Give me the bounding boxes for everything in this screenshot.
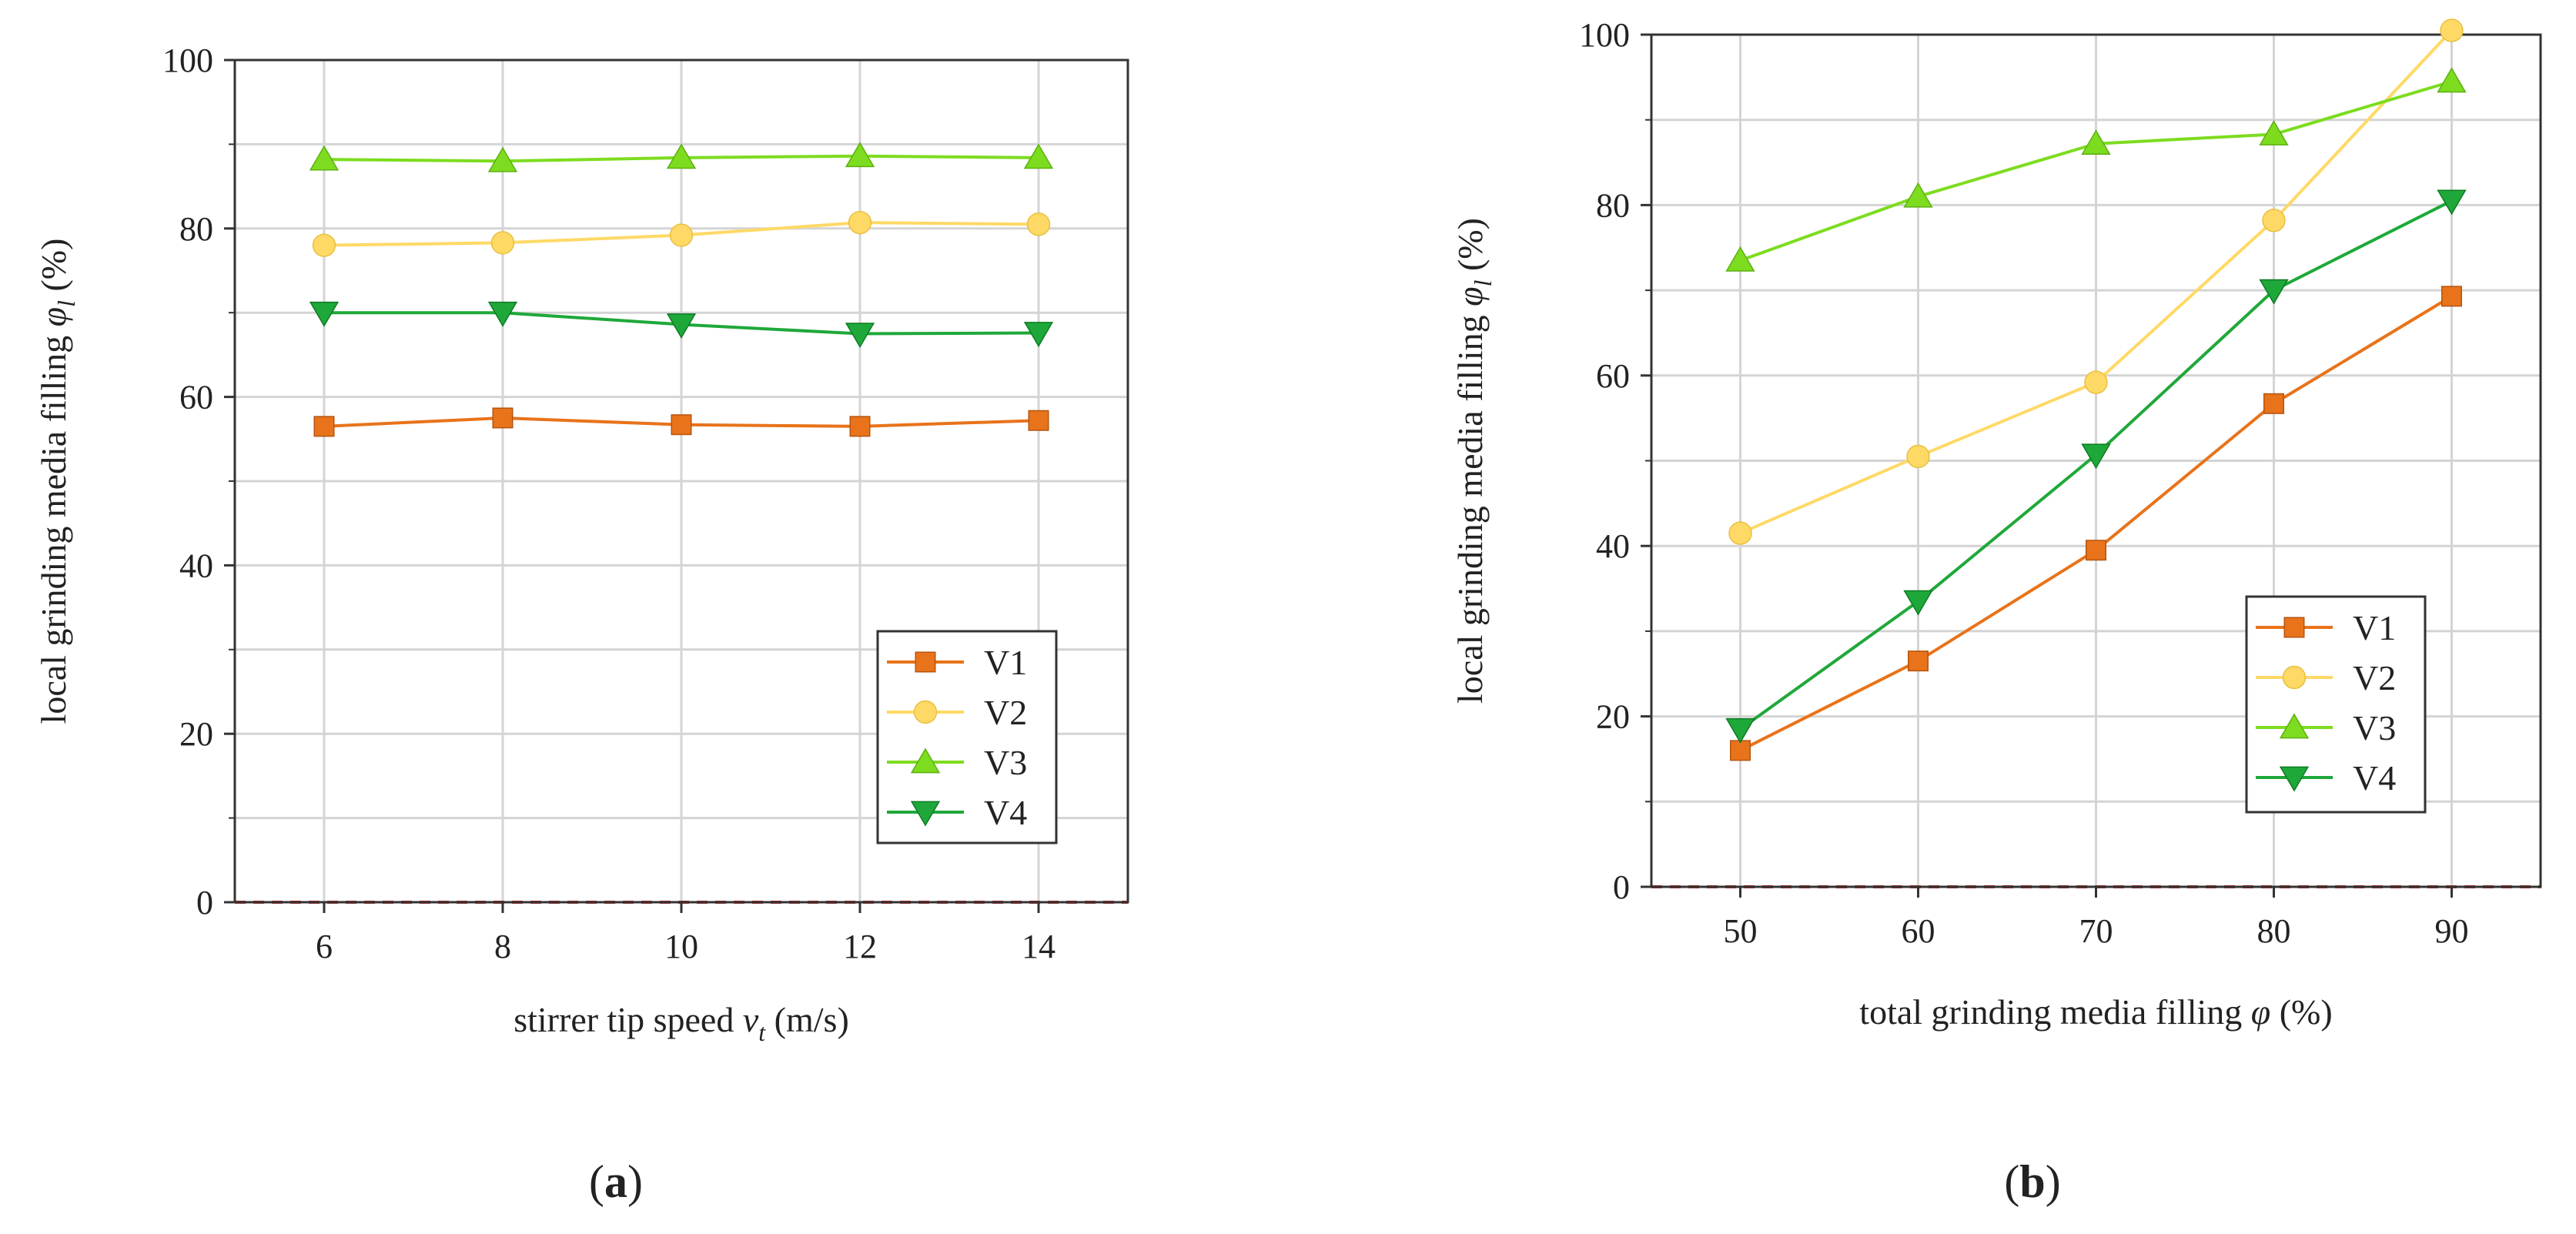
data-point-V1 <box>671 414 692 436</box>
data-point-V4 <box>2437 189 2467 216</box>
series-V4 <box>309 301 1054 349</box>
data-point-V1 <box>492 407 514 429</box>
series-V2 <box>312 210 1051 257</box>
data-point-V3 <box>309 145 340 171</box>
data-point-V2 <box>1728 521 1752 545</box>
data-point-V2 <box>1906 444 1930 469</box>
data-point-V3 <box>487 146 518 172</box>
data-point-V4 <box>1903 590 1933 616</box>
data-point-V2 <box>1026 212 1051 236</box>
y-tick-label: 80 <box>179 210 213 248</box>
data-point-V4 <box>1023 322 1054 347</box>
chart-panel-b: 50 60 70 80 90 0 20 40 60 80 100 V1 V2 V3 V4 total grin… <box>1450 16 2542 1207</box>
x-tick-label: 60 <box>1902 912 1935 950</box>
data-point-V2 <box>669 223 694 247</box>
data-point-V4 <box>2259 279 2289 305</box>
y-tick-label: 60 <box>179 379 213 416</box>
y-tick-label: 0 <box>1613 868 1630 906</box>
data-point-V2 <box>848 210 872 235</box>
legend-label-V2: V2 <box>2353 658 2396 697</box>
x-tick-label: 12 <box>843 928 877 965</box>
series-V2 <box>1728 18 2464 545</box>
legend-label-V3: V3 <box>984 743 1027 782</box>
data-point-V3 <box>1903 182 1933 208</box>
data-point-V2 <box>2084 370 2108 394</box>
data-point-V4 <box>487 301 518 327</box>
x-tick-label: 8 <box>494 928 511 965</box>
data-point-V1 <box>2441 286 2462 307</box>
legend-label-V1: V1 <box>984 643 1027 682</box>
data-point-V2 <box>490 231 515 255</box>
legend-label-V3: V3 <box>2353 708 2396 747</box>
data-point-V1 <box>2263 393 2284 414</box>
data-point-V4 <box>2081 443 2111 470</box>
x-tick-label: 10 <box>664 928 698 965</box>
legend-label-V2: V2 <box>984 693 1027 732</box>
series-V3 <box>1725 67 2467 272</box>
panel-label: (b) <box>2004 1156 2060 1207</box>
data-point-V1 <box>849 416 871 437</box>
data-point-V3 <box>2081 129 2111 156</box>
data-point-V2 <box>2440 18 2464 42</box>
data-point-V4 <box>666 313 697 339</box>
x-tick-label: 6 <box>316 928 333 965</box>
x-tick-label: 70 <box>2079 912 2113 950</box>
data-point-V3 <box>1725 246 1755 272</box>
legend-marker-V3 <box>910 747 941 774</box>
x-tick-label: 14 <box>1022 928 1055 965</box>
legend-marker-V1 <box>2283 617 2305 638</box>
legend: V1 V2 V3 V4 <box>876 630 1058 844</box>
series-V4 <box>1725 189 2467 744</box>
x-tick-label: 90 <box>2435 912 2469 950</box>
data-point-V2 <box>2262 209 2286 232</box>
data-point-V4 <box>309 301 340 327</box>
y-tick-label: 0 <box>196 884 213 921</box>
data-point-V4 <box>1725 717 1755 744</box>
data-point-V3 <box>2259 120 2289 145</box>
data-point-V3 <box>2437 67 2467 93</box>
y-tick-label: 40 <box>1596 527 1630 565</box>
legend-label-V4: V4 <box>2353 758 2396 798</box>
legend-marker-V1 <box>915 651 936 673</box>
series-V3 <box>309 142 1054 172</box>
data-point-V1 <box>1730 740 1751 761</box>
x-tick-label: 50 <box>1724 912 1758 950</box>
y-tick-label: 20 <box>179 715 213 753</box>
legend-marker-V3 <box>2279 713 2310 739</box>
data-point-V2 <box>312 233 336 257</box>
y-tick-label: 60 <box>1596 357 1630 395</box>
legend: V1 V2 V3 V4 <box>2245 595 2427 814</box>
data-point-V1 <box>1028 410 1049 431</box>
y-axis-title: local grinding media filling φl (%) <box>34 239 80 724</box>
panel-label: (a) <box>589 1156 643 1207</box>
series-V1 <box>313 407 1049 437</box>
y-tick-label: 100 <box>1579 16 1630 54</box>
data-point-V1 <box>1908 650 1929 672</box>
y-tick-label: 40 <box>179 547 213 584</box>
y-axis-title: local grinding media filling φl (%) <box>1450 218 1497 704</box>
legend-marker-V4 <box>2279 766 2310 792</box>
y-tick-label: 80 <box>1596 186 1630 224</box>
legend-marker-V2 <box>2282 665 2307 690</box>
x-axis-title: stirrer tip speed vt (m/s) <box>514 1000 849 1046</box>
legend-box <box>876 630 1058 844</box>
data-point-V4 <box>845 323 875 349</box>
x-tick-label: 80 <box>2257 912 2291 950</box>
data-point-V1 <box>313 416 335 437</box>
chart-panel-a: 6 8 10 12 14 0 20 40 60 80 100 V1 V2 V3 V4 stirrer tip … <box>34 42 1129 1207</box>
legend-marker-V4 <box>910 801 941 827</box>
y-tick-label: 20 <box>1596 698 1630 736</box>
data-point-V3 <box>666 143 697 169</box>
data-point-V1 <box>2086 540 2106 561</box>
legend-label-V4: V4 <box>984 793 1027 832</box>
legend-label-V1: V1 <box>2353 608 2396 647</box>
y-tick-label: 100 <box>162 42 213 79</box>
data-point-V3 <box>845 142 875 168</box>
data-point-V3 <box>1023 143 1054 169</box>
legend-marker-V2 <box>913 700 938 724</box>
x-axis-title: total grinding media filling φ (%) <box>1859 992 2332 1032</box>
